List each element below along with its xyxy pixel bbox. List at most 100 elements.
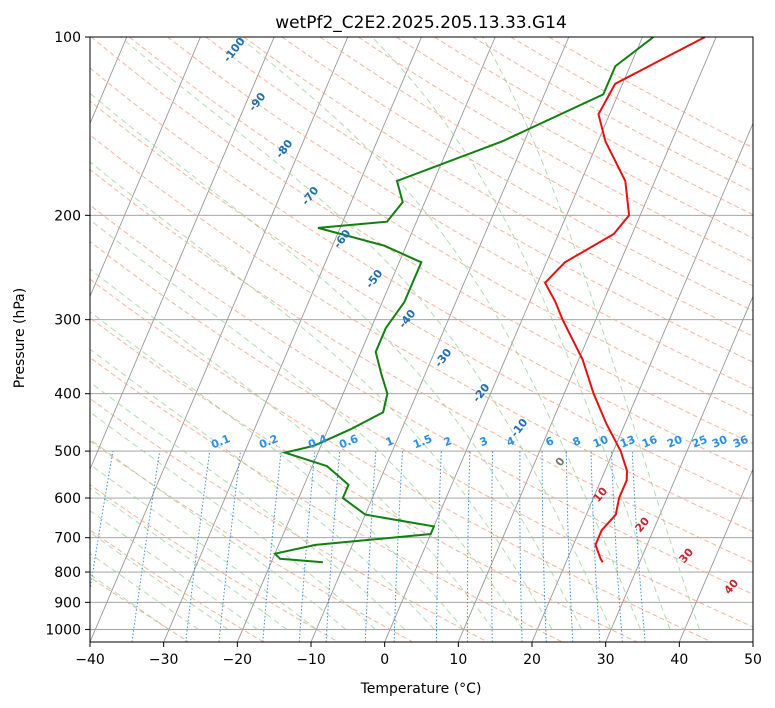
dry-adiabat <box>434 37 753 216</box>
isotherm-gridline <box>90 37 275 471</box>
dry-adiabat-label: -100 <box>221 35 248 65</box>
mixing-ratio-line <box>541 451 547 642</box>
dry-adiabat <box>90 241 753 628</box>
moist-adiabat <box>90 348 435 630</box>
x-tick-label: 10 <box>449 652 467 668</box>
isotherm-gridline <box>605 295 753 642</box>
moist-adiabat <box>90 510 258 630</box>
dry-adiabat <box>90 576 190 642</box>
moist-adiabat <box>90 573 170 630</box>
dry-adiabat-label: -50 <box>363 267 386 291</box>
chart-title: wetPf2_C2E2.2025.205.13.33.G14 <box>275 13 567 33</box>
y-tick-label: 700 <box>54 531 81 547</box>
isotherm-gridline <box>163 37 422 642</box>
mixing-ratio-line <box>631 451 646 642</box>
moist-adiabat <box>90 411 376 630</box>
isotherm-gridline <box>384 37 643 642</box>
dry-adiabat <box>281 37 753 312</box>
dry-adiabat <box>319 37 753 287</box>
dry-adiabat <box>90 397 489 642</box>
x-tick-label: −10 <box>296 652 326 668</box>
moist-adiabat <box>90 311 465 630</box>
axes: −40 −30 −20 −10 0 10 20 30 40 5010020030040050060… <box>45 30 762 668</box>
dewpoint-line <box>272 37 655 564</box>
moist-adiabat-label: 30 <box>676 545 696 565</box>
y-tick-label: 300 <box>54 313 81 329</box>
moist-adiabat <box>482 37 700 630</box>
y-tick-label: 900 <box>54 595 81 611</box>
mixing-ratio-label: 6 <box>544 434 556 449</box>
mixing-ratio-label: 16 <box>640 433 659 451</box>
moist-adiabat-label: 10 <box>590 484 610 504</box>
y-tick-label: 200 <box>54 208 81 224</box>
moist-adiabat <box>371 37 671 630</box>
mixing-ratio-label: 13 <box>618 433 637 451</box>
mixing-ratio-label: 25 <box>690 433 709 451</box>
y-tick-label: 500 <box>54 444 81 460</box>
mixing-ratio-line <box>466 451 471 642</box>
x-tick-label: −40 <box>75 652 105 668</box>
mixing-ratio-line <box>218 451 241 642</box>
mixing-ratio-line <box>325 451 341 642</box>
isotherm-gridline <box>531 122 753 642</box>
plot-frame <box>89 36 754 643</box>
profile-lines <box>272 37 706 564</box>
dry-adiabat <box>90 278 713 642</box>
x-tick-label: 50 <box>744 652 762 668</box>
mixing-ratio-line <box>298 451 316 642</box>
x-tick-label: −30 <box>149 652 179 668</box>
x-tick-label: 40 <box>670 652 688 668</box>
x-axis-label: Temperature (°C) <box>360 681 482 697</box>
moist-adiabat-label: 20 <box>632 514 652 534</box>
dry-adiabat <box>396 37 753 239</box>
dry-adiabat <box>90 484 340 642</box>
isotherm-gridline <box>90 37 201 298</box>
mixing-ratio-line <box>435 451 442 642</box>
mixing-ratio-label: 1 <box>384 434 396 449</box>
moist-adiabat <box>90 531 229 630</box>
moist-adiabat <box>90 438 347 630</box>
isotherm-gridline <box>752 640 753 642</box>
isotherm-gridline <box>90 37 349 642</box>
mixing-ratio-label: 30 <box>710 433 729 451</box>
mixing-ratio-label: 1.5 <box>411 432 434 451</box>
dry-adiabat <box>90 204 753 595</box>
dry-adiabat-label: -90 <box>246 90 269 114</box>
temperature-line <box>543 37 706 563</box>
mixing-ratio-line <box>590 451 601 642</box>
y-tick-label: 800 <box>54 565 81 581</box>
mixing-ratio-line <box>90 451 114 593</box>
mixing-ratio-label: 2 <box>442 434 454 449</box>
mixing-ratio-label: 3 <box>478 434 490 449</box>
mixing-ratio-label: 20 <box>665 433 684 451</box>
moist-adiabat <box>90 161 553 630</box>
moist-adiabat <box>90 268 494 630</box>
moist-adiabat <box>90 219 524 630</box>
isotherm-gridline <box>457 37 717 642</box>
dry-adiabat <box>548 37 753 149</box>
y-tick-label: 100 <box>54 30 81 46</box>
moist-adiabat <box>90 487 288 630</box>
moist-adiabat <box>90 381 406 630</box>
x-tick-label: −20 <box>223 652 253 668</box>
background-lines <box>90 37 753 642</box>
dry-adiabat <box>90 168 753 564</box>
dry-adiabat <box>90 134 753 533</box>
y-tick-label: 1000 <box>45 622 81 638</box>
mixing-ratio-label: 10 <box>591 433 610 451</box>
mixing-ratio-line <box>611 451 623 642</box>
isotherm-gridline <box>236 37 496 642</box>
dry-adiabat <box>129 37 753 417</box>
y-tick-label: 400 <box>54 387 81 403</box>
dry-adiabat <box>357 37 753 263</box>
isotherm-gridline <box>678 467 753 642</box>
moist-adiabat <box>90 552 199 630</box>
moist-adiabat-label: 40 <box>721 576 741 596</box>
y-axis-label: Pressure (hPa) <box>12 288 28 388</box>
mixing-ratio-label: 36 <box>731 433 750 451</box>
mixing-ratio-label: 0.1 <box>209 432 232 451</box>
moist-adiabat <box>120 37 612 630</box>
dry-adiabat <box>510 37 753 171</box>
mixing-ratio-line <box>491 451 494 642</box>
